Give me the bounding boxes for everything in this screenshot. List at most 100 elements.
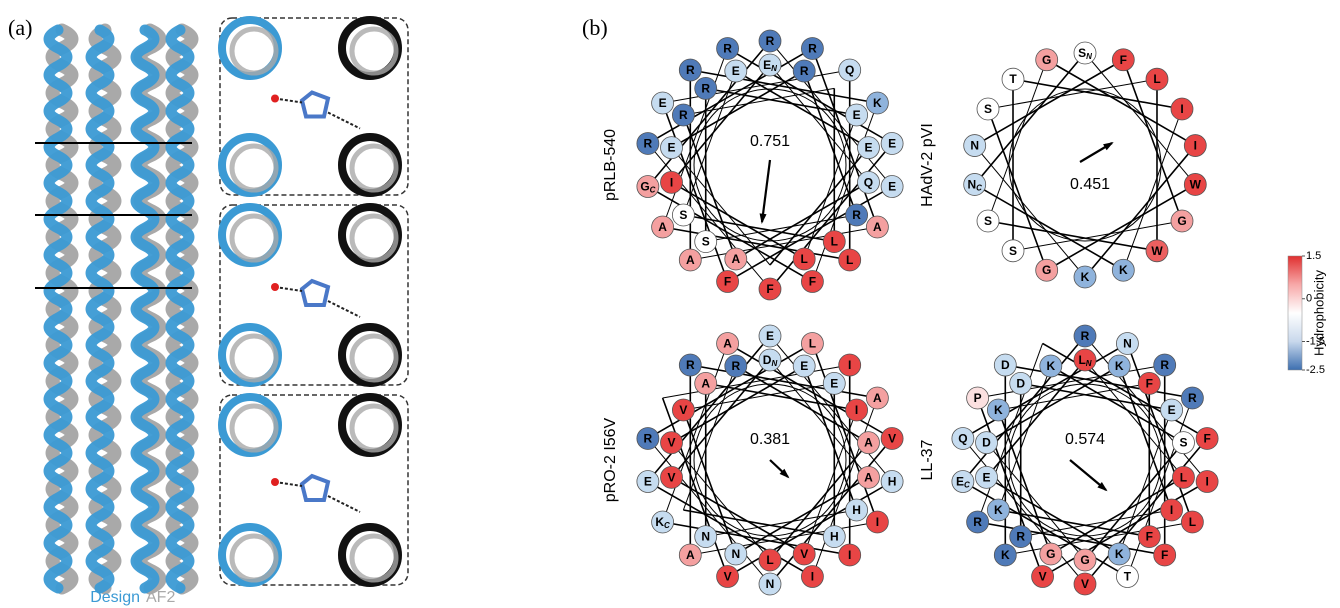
wheel-link — [769, 359, 869, 478]
residue-letter: K — [655, 515, 664, 529]
inset-frame — [219, 394, 409, 586]
residue — [845, 103, 869, 127]
residue — [1160, 498, 1184, 522]
residue — [966, 386, 990, 410]
wheel-link — [682, 114, 737, 260]
residue-letter: E — [763, 58, 771, 72]
wheel-link — [977, 521, 1165, 556]
wheel-link — [769, 64, 869, 183]
residue-letter: N — [766, 577, 775, 591]
residue — [792, 542, 816, 566]
residue-label: E — [983, 471, 991, 485]
wheel-link — [962, 335, 1086, 483]
residue — [1001, 239, 1025, 263]
wheel-link — [690, 364, 878, 399]
residue-label: SN — [1078, 46, 1092, 61]
wheel-link — [998, 509, 1150, 538]
wheel-link — [811, 102, 878, 282]
residue-sub: N — [1086, 52, 1092, 61]
residue — [845, 398, 869, 422]
residue-label: Q — [958, 432, 967, 446]
residue-label: I — [811, 570, 814, 584]
moment-arrow — [760, 159, 772, 223]
h-bond — [327, 111, 361, 130]
hydrophobic-moment: 0.381 — [750, 431, 790, 448]
residue-sub: C — [650, 186, 656, 195]
residue-letter: V — [679, 403, 687, 417]
residue-letter: R — [973, 515, 982, 529]
residue-label: R — [686, 63, 695, 77]
wheel-link — [683, 214, 835, 243]
residue — [1172, 431, 1195, 455]
wheel-link — [727, 342, 893, 440]
legend-design: Design — [90, 589, 140, 606]
residue-letter: R — [808, 42, 817, 56]
residue-letter: R — [1160, 358, 1169, 372]
residue-label: N — [701, 530, 710, 544]
residue-letter: T — [1009, 72, 1017, 86]
residue — [1180, 510, 1204, 534]
wheel-link — [705, 382, 857, 411]
residue-letter: V — [1039, 570, 1047, 584]
wheel-link — [1126, 397, 1193, 577]
wheel-link — [671, 70, 805, 149]
residue-letter: S — [984, 102, 992, 116]
wheel-link — [974, 59, 1124, 147]
residue-letter: A — [873, 391, 882, 405]
residue-label: R — [766, 34, 775, 48]
wheel-link — [1084, 359, 1184, 478]
residue-label: R — [686, 358, 695, 372]
wheel-link — [705, 509, 857, 538]
residue-letter: S — [1009, 244, 1017, 258]
residue-letter: G — [1080, 553, 1089, 567]
residue-letter: R — [800, 64, 809, 78]
residue-label: F — [724, 275, 731, 289]
residue — [758, 29, 782, 53]
residue — [1153, 353, 1177, 377]
residue — [716, 565, 739, 588]
residue-letter: A — [686, 548, 695, 562]
residue-letter: L — [1180, 471, 1187, 485]
residue — [1039, 354, 1063, 378]
residue-label: H — [830, 530, 839, 544]
wheel-link — [735, 181, 869, 260]
residue-letter: V — [800, 547, 808, 561]
helix-design — [165, 24, 195, 594]
wheel-link — [671, 181, 805, 260]
insets — [218, 16, 409, 587]
residue — [801, 270, 824, 293]
residue-label: W — [1190, 178, 1202, 192]
residue — [1183, 173, 1207, 196]
residue — [1107, 542, 1131, 566]
wheel-link — [811, 48, 879, 228]
wheel-link — [1084, 145, 1196, 278]
residue-label: N — [766, 577, 775, 591]
residue — [1116, 332, 1139, 355]
wheel-link — [1084, 52, 1196, 185]
residue-label: D — [982, 436, 991, 450]
colorbar-tick-label: -1.5 — [1306, 335, 1325, 347]
residue-letter: F — [724, 275, 731, 289]
residue-label: A — [686, 253, 695, 267]
residue-label: V — [888, 432, 896, 446]
residue-label: G — [1042, 263, 1051, 277]
residue-label: L — [1189, 515, 1196, 529]
wheel-core — [1008, 383, 1162, 537]
side-chain — [299, 473, 331, 502]
residue-label: A — [701, 377, 710, 391]
wheel-link — [671, 147, 771, 266]
residue — [1180, 386, 1204, 410]
residue-letter: E — [1168, 403, 1176, 417]
residue-letter: G — [1042, 263, 1051, 277]
residue-sub: C — [664, 521, 670, 530]
wheel-link — [690, 521, 878, 556]
residue — [1172, 465, 1195, 489]
residue-label: A — [731, 252, 740, 266]
residue-letter: R — [852, 208, 861, 222]
wheel-link — [962, 480, 1128, 578]
residue-label: F — [1161, 548, 1168, 562]
wheel-link — [962, 438, 1086, 585]
helix-end-on — [349, 333, 399, 383]
